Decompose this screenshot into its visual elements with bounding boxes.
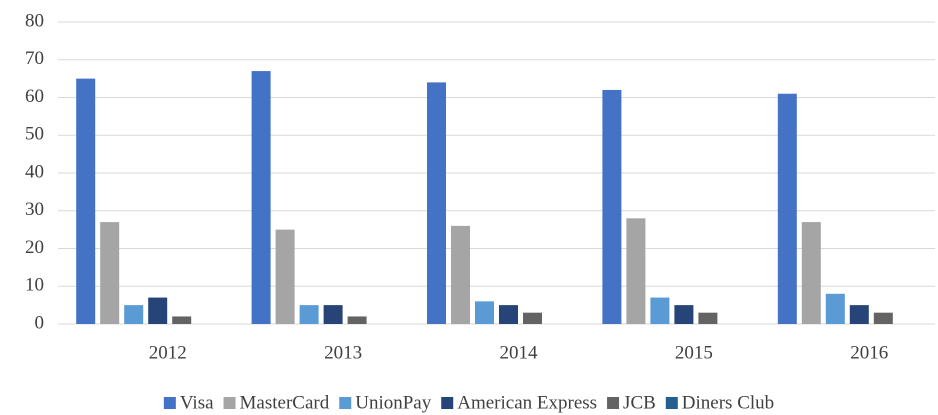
legend-swatch [163, 397, 176, 409]
y-tick-label: 0 [35, 312, 45, 333]
bar [523, 312, 542, 324]
y-tick-label: 80 [25, 10, 44, 31]
bar [172, 316, 192, 324]
bar [475, 301, 494, 324]
x-tick-label: 2016 [850, 342, 888, 363]
y-tick-label: 60 [25, 86, 44, 107]
legend-label: UnionPay [355, 392, 432, 413]
bar [650, 297, 670, 324]
legend-label: JCB [623, 392, 656, 413]
bar [124, 305, 144, 324]
bar [873, 312, 893, 324]
y-tick-label: 70 [25, 48, 44, 69]
bar [275, 229, 295, 324]
bar [323, 305, 343, 324]
x-tick-label: 2012 [149, 342, 187, 363]
bar [801, 222, 821, 324]
bar [76, 78, 96, 324]
legend-swatch [339, 397, 352, 409]
bar [849, 305, 869, 324]
x-tick-label: 2013 [324, 342, 362, 363]
legend-label: Visa [180, 392, 214, 413]
bar [698, 312, 718, 324]
legend-label: American Express [457, 392, 597, 413]
bar [825, 293, 845, 324]
legend-swatch [607, 397, 620, 409]
bar [674, 305, 694, 324]
legend-label: Diners Club [682, 392, 774, 413]
bar [148, 297, 168, 324]
bar [626, 218, 646, 324]
legend-swatch [441, 397, 454, 409]
y-tick-label: 40 [25, 161, 44, 182]
bar [451, 225, 470, 324]
x-tick-label: 2014 [500, 342, 539, 363]
bar [427, 82, 446, 325]
x-tick-label: 2015 [675, 342, 713, 363]
legend-swatch [665, 397, 678, 409]
bar [100, 222, 120, 324]
bar [777, 93, 797, 324]
legend-label: MasterCard [240, 392, 330, 413]
y-tick-label: 50 [25, 124, 44, 145]
y-tick-label: 20 [25, 237, 44, 258]
bar [499, 305, 518, 324]
y-tick-label: 10 [25, 275, 44, 296]
y-tick-label: 30 [25, 199, 44, 220]
bar [251, 71, 271, 324]
bar [602, 89, 622, 324]
bar [347, 316, 367, 324]
bar [299, 305, 319, 324]
legend-swatch [223, 397, 236, 409]
